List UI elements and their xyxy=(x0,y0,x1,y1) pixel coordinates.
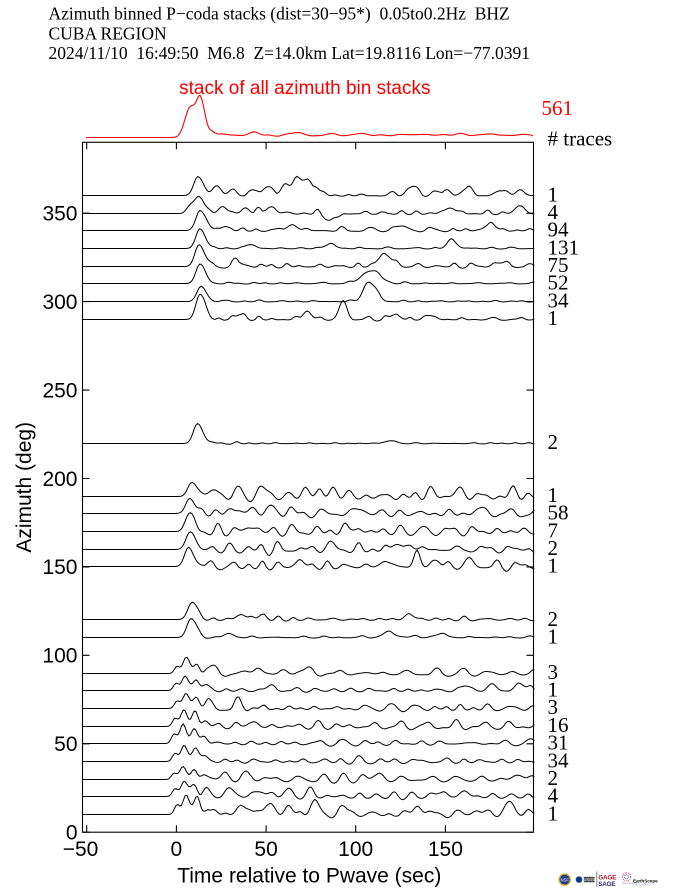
svg-text:150: 150 xyxy=(428,838,463,861)
svg-text:350: 350 xyxy=(42,203,77,226)
svg-text:1: 1 xyxy=(548,801,559,825)
svg-text:stack of all azimuth bin stack: stack of all azimuth bin stacks xyxy=(179,78,430,99)
svg-text:# traces: # traces xyxy=(548,127,613,151)
svg-text:2: 2 xyxy=(548,766,559,790)
svg-text:Operated by: Operated by xyxy=(622,881,638,885)
svg-text:1: 1 xyxy=(548,306,559,330)
svg-text:75: 75 xyxy=(548,253,569,277)
svg-text:31: 31 xyxy=(548,731,569,755)
svg-text:16: 16 xyxy=(548,713,569,737)
svg-text:1: 1 xyxy=(548,625,559,649)
svg-text:1: 1 xyxy=(548,182,559,206)
svg-text:3: 3 xyxy=(548,695,559,719)
svg-text:2024/11/10 16:49:50 M6.8 Z=: 2024/11/10 16:49:50 M6.8 Z=14.0km Lat=19… xyxy=(49,43,531,63)
svg-text:EarthScope: EarthScope xyxy=(633,879,658,884)
svg-text:7: 7 xyxy=(548,518,559,542)
svg-text:94: 94 xyxy=(548,218,570,242)
svg-text:4: 4 xyxy=(548,200,559,224)
svg-text:300: 300 xyxy=(42,291,77,314)
svg-text:SAGE: SAGE xyxy=(598,881,616,888)
svg-text:0: 0 xyxy=(66,822,78,845)
svg-text:CUBA REGION: CUBA REGION xyxy=(49,23,167,43)
svg-text:58: 58 xyxy=(548,501,569,525)
svg-text:GAGE: GAGE xyxy=(598,875,617,882)
svg-text:2: 2 xyxy=(548,536,559,560)
svg-text:1: 1 xyxy=(548,554,559,578)
svg-text:50: 50 xyxy=(54,733,77,756)
svg-text:100: 100 xyxy=(338,838,373,861)
svg-text:100: 100 xyxy=(42,645,77,668)
svg-text:−50: −50 xyxy=(63,838,99,861)
svg-text:2: 2 xyxy=(548,430,559,454)
svg-text:200: 200 xyxy=(42,468,77,491)
svg-text:3: 3 xyxy=(548,660,559,684)
svg-text:50: 50 xyxy=(254,838,277,861)
svg-text:NSF: NSF xyxy=(561,878,570,883)
svg-text:1: 1 xyxy=(548,483,559,507)
svg-text:USGS: USGS xyxy=(584,877,596,882)
svg-text:250: 250 xyxy=(42,379,77,402)
svg-text:34: 34 xyxy=(548,288,570,312)
svg-text:Consortium: Consortium xyxy=(633,883,651,887)
svg-text:150: 150 xyxy=(42,556,77,579)
svg-text:34: 34 xyxy=(548,748,570,772)
svg-text:Time relative to Pwave (sec): Time relative to Pwave (sec) xyxy=(177,865,441,888)
svg-text:Azimuth binned P−coda stacks (: Azimuth binned P−coda stacks (dist=30−95… xyxy=(49,4,510,24)
svg-text:4: 4 xyxy=(548,784,559,808)
svg-text:0: 0 xyxy=(171,838,183,861)
svg-text:Azimuth (deg): Azimuth (deg) xyxy=(13,422,36,553)
svg-text:1: 1 xyxy=(548,678,559,702)
svg-text:2: 2 xyxy=(548,607,559,631)
svg-text:561: 561 xyxy=(542,96,574,120)
svg-text:52: 52 xyxy=(548,271,569,295)
svg-text:131: 131 xyxy=(548,235,580,259)
